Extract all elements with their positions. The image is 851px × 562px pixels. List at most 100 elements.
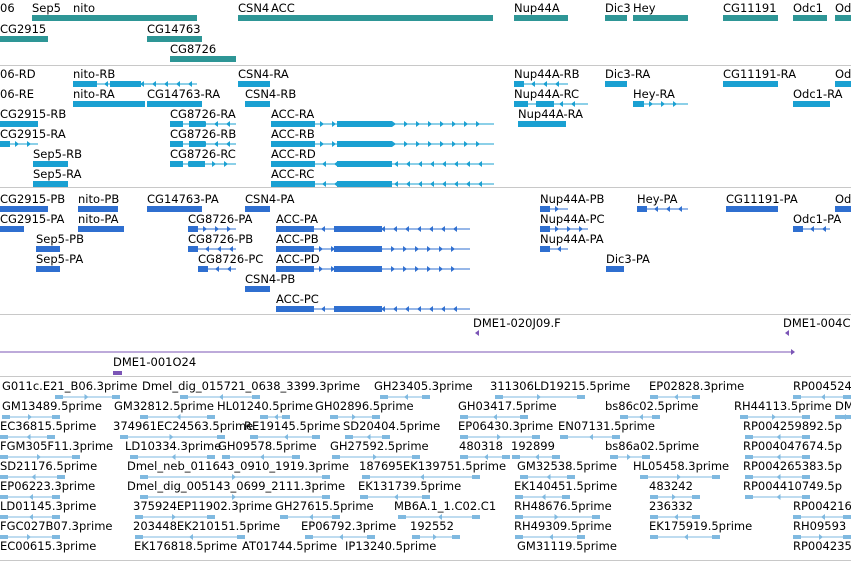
- protein-exon-glyph[interactable]: [540, 206, 550, 212]
- transcript-feature-glyph[interactable]: [245, 101, 270, 107]
- est-feature-label[interactable]: 187695EK139751.5prime: [359, 459, 507, 473]
- protein-feature-label[interactable]: Nup44A-PC: [540, 212, 605, 226]
- protein-feature-label[interactable]: Od: [835, 192, 851, 206]
- est-block-glyph[interactable]: [843, 515, 851, 519]
- protein-feature-glyph[interactable]: [36, 266, 60, 272]
- est-block-glyph[interactable]: [2, 415, 10, 419]
- transcript-feature-label[interactable]: 06-RD: [0, 67, 36, 81]
- est-feature-label[interactable]: EP06792.3prime: [301, 519, 397, 533]
- est-feature-label[interactable]: RP004259892.5p: [743, 419, 843, 433]
- protein-feature-label[interactable]: CG8726-PC: [198, 252, 264, 266]
- transcript-feature-glyph[interactable]: [73, 101, 145, 107]
- est-block-glyph[interactable]: [592, 515, 600, 519]
- protein-feature-label[interactable]: ACC-PD: [276, 252, 320, 266]
- est-block-glyph[interactable]: [140, 415, 148, 419]
- transcript-feature-label[interactable]: Sep5-RA: [33, 167, 82, 181]
- est-block-glyph[interactable]: [567, 475, 575, 479]
- est-feature-label[interactable]: RH48676.5prime: [514, 499, 612, 513]
- est-block-glyph[interactable]: [642, 455, 650, 459]
- est-block-glyph[interactable]: [692, 515, 700, 519]
- transcript-feature-glyph[interactable]: [33, 181, 68, 187]
- transcript-feature-label[interactable]: CSN4-RA: [238, 67, 289, 81]
- est-feature-label[interactable]: FGC027B07.3prime: [0, 519, 113, 533]
- est-feature-label[interactable]: bs86c02.5prime: [605, 399, 699, 413]
- est-feature-label[interactable]: EN07131.5prime: [558, 419, 655, 433]
- transcript-exon-glyph[interactable]: [189, 121, 205, 127]
- est-block-glyph[interactable]: [650, 395, 658, 399]
- transcript-feature-glyph[interactable]: [147, 101, 202, 107]
- est-block-glyph[interactable]: [120, 435, 128, 439]
- est-block-glyph[interactable]: [745, 455, 753, 459]
- est-feature-label[interactable]: GH23405.3prime: [374, 379, 473, 393]
- est-block-glyph[interactable]: [140, 475, 148, 479]
- gene-feature-label[interactable]: nito: [73, 1, 96, 15]
- protein-feature-label[interactable]: Sep5-PA: [36, 252, 84, 266]
- est-block-glyph[interactable]: [515, 515, 523, 519]
- est-block-glyph[interactable]: [532, 435, 540, 439]
- gene-feature-label[interactable]: CG14763: [147, 22, 201, 36]
- est-block-glyph[interactable]: [140, 495, 148, 499]
- est-block-glyph[interactable]: [52, 415, 60, 419]
- gene-feature-glyph[interactable]: [0, 36, 48, 42]
- protein-feature-glyph[interactable]: [606, 266, 624, 272]
- est-feature-label[interactable]: 192552: [410, 519, 454, 533]
- est-block-glyph[interactable]: [650, 495, 658, 499]
- transcript-exon-glyph[interactable]: [271, 141, 315, 147]
- est-feature-label[interactable]: GM32538.5prime: [517, 459, 617, 473]
- est-feature-label[interactable]: MB6A.1_1.C02.C1: [394, 499, 497, 513]
- est-feature-label[interactable]: 236332: [649, 499, 693, 513]
- protein-exon-glyph[interactable]: [188, 226, 198, 232]
- transcript-exon-glyph[interactable]: [110, 81, 141, 87]
- transcript-feature-label[interactable]: ACC-RA: [271, 107, 315, 121]
- est-block-glyph[interactable]: [52, 515, 60, 519]
- transcript-exon-glyph[interactable]: [337, 181, 392, 187]
- est-block-glyph[interactable]: [802, 455, 810, 459]
- gene-feature-glyph[interactable]: [72, 15, 197, 21]
- est-block-glyph[interactable]: [515, 495, 523, 499]
- transcript-exon-glyph[interactable]: [514, 81, 524, 87]
- protein-exon-glyph[interactable]: [334, 246, 382, 252]
- protein-exon-glyph[interactable]: [198, 266, 208, 272]
- est-feature-label[interactable]: RP004524: [793, 379, 851, 393]
- transcript-feature-glyph[interactable]: [238, 81, 270, 87]
- est-block-glyph[interactable]: [692, 495, 700, 499]
- gene-feature-glyph[interactable]: [32, 15, 76, 21]
- est-block-glyph[interactable]: [802, 475, 810, 479]
- transcript-feature-label[interactable]: ACC-RB: [271, 127, 315, 141]
- est-block-glyph[interactable]: [452, 535, 460, 539]
- protein-feature-label[interactable]: CG2915-PA: [0, 212, 65, 226]
- protein-exon-glyph[interactable]: [276, 246, 314, 252]
- gene-feature-glyph[interactable]: [270, 15, 493, 21]
- est-block-glyph[interactable]: [367, 535, 375, 539]
- est-feature-label[interactable]: GH03417.5prime: [458, 399, 557, 413]
- gene-feature-glyph[interactable]: [238, 15, 270, 21]
- est-block-glyph[interactable]: [745, 475, 753, 479]
- protein-exon-glyph[interactable]: [540, 226, 550, 232]
- est-block-glyph[interactable]: [52, 535, 60, 539]
- est-block-glyph[interactable]: [793, 515, 801, 519]
- protein-feature-label[interactable]: CG2915-PB: [0, 192, 66, 206]
- gene-feature-glyph[interactable]: [835, 15, 851, 21]
- transcript-feature-label[interactable]: CG8726-RC: [170, 147, 236, 161]
- est-feature-label[interactable]: EK176818.5prime: [134, 539, 238, 553]
- est-feature-label[interactable]: RH49309.5prime: [514, 519, 612, 533]
- est-block-glyph[interactable]: [793, 395, 801, 399]
- est-block-glyph[interactable]: [0, 515, 8, 519]
- transcript-exon-glyph[interactable]: [337, 141, 392, 147]
- gene-feature-label[interactable]: Od: [835, 1, 851, 15]
- est-feature-label[interactable]: RP004410749.5p: [743, 479, 843, 493]
- protein-exon-glyph[interactable]: [276, 226, 314, 232]
- est-block-glyph[interactable]: [237, 535, 245, 539]
- est-block-glyph[interactable]: [692, 395, 700, 399]
- est-feature-label[interactable]: G011c.E21_B06.3prime: [2, 379, 138, 393]
- est-feature-label[interactable]: LD01145.3prime: [0, 499, 97, 513]
- est-block-glyph[interactable]: [552, 455, 560, 459]
- est-feature-label[interactable]: 203448EK210151.5prime: [133, 519, 281, 533]
- est-feature-label[interactable]: EC36815.5prime: [0, 419, 97, 433]
- est-feature-label[interactable]: EK140451.5prime: [514, 479, 618, 493]
- transcript-exon-glyph[interactable]: [189, 161, 205, 167]
- est-feature-label[interactable]: 483242: [649, 479, 693, 493]
- clone-feature-label[interactable]: DME1-020J09.F: [473, 316, 561, 330]
- est-block-glyph[interactable]: [652, 415, 660, 419]
- est-block-glyph[interactable]: [47, 435, 55, 439]
